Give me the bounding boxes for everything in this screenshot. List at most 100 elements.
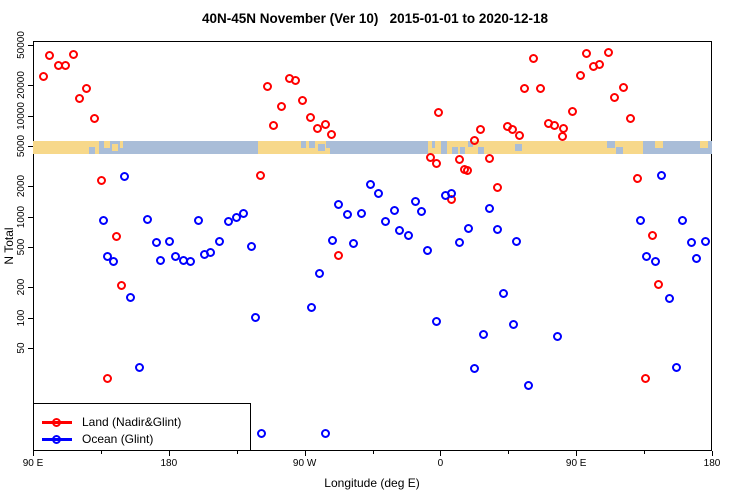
data-point (498, 289, 508, 299)
data-point (349, 239, 359, 249)
data-point (151, 237, 161, 247)
data-point (476, 124, 486, 134)
y-tick-label: 500 (16, 238, 27, 256)
data-point (411, 197, 421, 207)
data-point (206, 248, 216, 258)
legend-land-circle-icon (52, 417, 61, 427)
data-point (314, 268, 324, 278)
data-point (112, 232, 122, 242)
y-tick (28, 146, 33, 148)
data-point (269, 121, 279, 131)
x-tick-label: 180 (703, 458, 721, 469)
data-point (171, 251, 181, 261)
data-point (648, 231, 658, 240)
data-point (672, 362, 682, 372)
chart-title: 40N-45N November (Ver 10) 2015-01-01 to … (202, 11, 548, 26)
data-point (82, 83, 92, 93)
data-point (515, 130, 525, 140)
data-point (44, 51, 54, 61)
map-ocean-segment (441, 141, 448, 154)
y-tick-label: 5000 (16, 134, 27, 158)
x-major-tick (440, 451, 442, 456)
data-point (156, 255, 166, 265)
data-point (664, 294, 674, 304)
data-point (103, 373, 113, 383)
data-point (524, 381, 534, 391)
y-tick (28, 287, 33, 289)
data-point (595, 59, 605, 69)
data-point (120, 171, 130, 181)
map-land-segment (699, 141, 708, 148)
y-tick (28, 216, 33, 218)
x-axis-title: Longitude (deg E) (324, 476, 420, 490)
y-tick (28, 45, 33, 47)
data-point (61, 60, 71, 70)
data-point (619, 82, 629, 92)
data-point (193, 216, 203, 226)
map-land-segment (104, 141, 110, 148)
data-point (394, 225, 404, 235)
data-point (700, 236, 710, 246)
data-point (320, 119, 330, 129)
data-point (89, 113, 99, 123)
data-point (654, 279, 664, 289)
data-point (97, 175, 107, 185)
x-tick-label: 90 W (292, 458, 317, 469)
data-point (390, 205, 400, 215)
data-point (507, 124, 517, 134)
data-point (186, 256, 196, 266)
data-point (38, 72, 48, 82)
y-tick-label: 50 (16, 342, 27, 354)
x-minor-tick (508, 451, 510, 454)
data-point (678, 215, 688, 225)
data-point (426, 153, 436, 163)
data-point (328, 235, 338, 245)
data-point (633, 174, 643, 184)
data-point (74, 93, 84, 103)
data-point (103, 252, 113, 262)
data-point (455, 238, 464, 248)
data-point (343, 209, 353, 219)
map-ocean-segment (514, 144, 523, 151)
data-point (455, 155, 464, 165)
data-point (117, 280, 127, 290)
y-tick (28, 247, 33, 249)
data-point (255, 170, 265, 180)
map-ocean-segment (308, 141, 315, 148)
data-point (334, 251, 344, 261)
y-tick (28, 115, 33, 117)
data-point (447, 189, 457, 199)
data-point (276, 102, 286, 112)
data-point (464, 224, 474, 234)
x-tick-label: 0 (437, 458, 444, 469)
data-point (263, 82, 273, 92)
y-tick (28, 85, 33, 87)
data-point (568, 106, 578, 116)
data-point (381, 217, 391, 227)
data-point (257, 429, 267, 439)
data-point (251, 313, 261, 323)
world-map-strip (33, 141, 712, 154)
y-tick (28, 186, 33, 188)
y-tick-label: 50000 (16, 31, 27, 59)
map-ocean-segment (606, 141, 615, 148)
map-land-segment (120, 141, 124, 148)
data-point (553, 332, 563, 342)
data-point (356, 208, 366, 218)
data-point (373, 189, 383, 199)
x-tick-label: 90 E (22, 458, 44, 469)
map-ocean-segment (88, 147, 95, 154)
map-ocean-segment (477, 147, 484, 154)
data-point (365, 179, 375, 189)
map-land-segment (468, 147, 473, 154)
map-land-segment (112, 144, 118, 151)
y-tick (28, 348, 33, 350)
data-point (479, 330, 489, 340)
x-minor-tick (100, 451, 102, 454)
map-land-segment (654, 141, 663, 148)
x-major-tick (712, 451, 713, 456)
data-point (519, 83, 529, 93)
map-ocean-segment (318, 144, 325, 151)
map-ocean-segment (300, 141, 306, 148)
